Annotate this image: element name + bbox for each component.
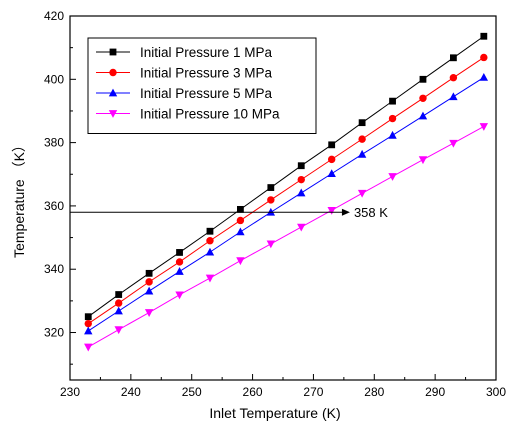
data-point xyxy=(327,169,336,178)
data-point xyxy=(145,278,153,286)
annotation-label: 358 K xyxy=(354,205,388,220)
data-point xyxy=(144,286,154,295)
data-point xyxy=(327,206,336,215)
y-tick-label: 340 xyxy=(44,262,64,276)
x-tick-label: 260 xyxy=(243,385,263,399)
legend-entry: Initial Pressure 1 MPa xyxy=(140,45,273,60)
data-point xyxy=(206,237,214,245)
data-point xyxy=(84,313,92,321)
data-point xyxy=(418,111,428,120)
legend-entry: Initial Pressure 10 MPa xyxy=(140,107,280,122)
y-tick-label: 320 xyxy=(44,326,64,340)
x-axis-title: Inlet Temperature (K) xyxy=(209,405,340,421)
data-point xyxy=(236,257,245,266)
y-tick-label: 360 xyxy=(44,199,64,213)
legend-marker xyxy=(108,110,118,118)
y-tick-label: 400 xyxy=(44,72,64,86)
data-point xyxy=(114,326,123,335)
series-line-3 xyxy=(87,76,485,332)
data-point xyxy=(480,32,488,40)
legend-marker xyxy=(109,68,117,77)
data-point xyxy=(114,306,123,315)
data-point xyxy=(449,92,458,101)
data-point xyxy=(297,162,305,170)
data-point xyxy=(206,227,214,235)
data-point xyxy=(479,123,489,131)
data-point xyxy=(176,249,183,256)
data-point xyxy=(389,97,396,105)
data-point xyxy=(388,173,397,181)
data-point xyxy=(450,54,457,62)
data-point xyxy=(327,155,336,164)
x-tick-label: 270 xyxy=(303,385,323,399)
data-point xyxy=(479,73,489,81)
x-tick-label: 230 xyxy=(60,385,80,399)
data-point xyxy=(419,75,427,83)
series-line-1 xyxy=(87,35,485,318)
data-point xyxy=(297,223,306,232)
data-point xyxy=(357,189,367,198)
x-tick-label: 240 xyxy=(121,385,141,399)
legend-entry: Initial Pressure 3 MPa xyxy=(140,66,273,81)
data-point xyxy=(419,94,427,102)
data-point xyxy=(266,207,276,216)
data-point xyxy=(205,274,215,283)
data-point xyxy=(115,291,123,298)
x-tick-label: 290 xyxy=(425,385,445,399)
x-tick-label: 280 xyxy=(364,385,384,399)
legend-marker xyxy=(108,88,118,97)
data-point xyxy=(237,205,244,213)
data-point xyxy=(114,299,123,307)
data-point xyxy=(236,227,245,236)
data-point xyxy=(297,188,306,197)
data-point xyxy=(236,216,245,225)
y-tick-label: 380 xyxy=(44,136,64,150)
data-point xyxy=(84,343,93,352)
y-axis-title: Temperature （K） xyxy=(11,138,27,258)
data-point xyxy=(388,130,397,139)
data-point xyxy=(267,196,275,204)
legend-box xyxy=(87,37,317,134)
data-point xyxy=(357,149,367,158)
data-point xyxy=(84,319,92,328)
data-point xyxy=(175,291,184,300)
data-point xyxy=(84,326,93,335)
arrow-head-icon xyxy=(341,208,350,216)
data-point xyxy=(175,258,184,266)
data-point xyxy=(449,74,458,82)
data-point xyxy=(388,114,397,123)
data-point xyxy=(358,119,366,127)
data-point xyxy=(449,139,458,148)
data-point xyxy=(144,309,154,317)
data-point xyxy=(145,269,153,277)
x-tick-label: 300 xyxy=(486,385,506,399)
data-point xyxy=(267,184,275,191)
data-point xyxy=(480,53,488,62)
y-tick-label: 420 xyxy=(44,9,64,23)
series-line-4 xyxy=(88,126,485,348)
data-point xyxy=(205,247,215,256)
data-point xyxy=(418,156,428,165)
legend-entry: Initial Pressure 5 MPa xyxy=(140,86,273,101)
data-point xyxy=(328,141,336,149)
data-point xyxy=(175,267,184,275)
series-line-2 xyxy=(87,57,485,325)
data-point xyxy=(358,135,366,143)
legend-marker xyxy=(109,48,117,56)
x-tick-label: 250 xyxy=(182,385,202,399)
data-point xyxy=(266,240,276,249)
data-point xyxy=(297,175,305,184)
